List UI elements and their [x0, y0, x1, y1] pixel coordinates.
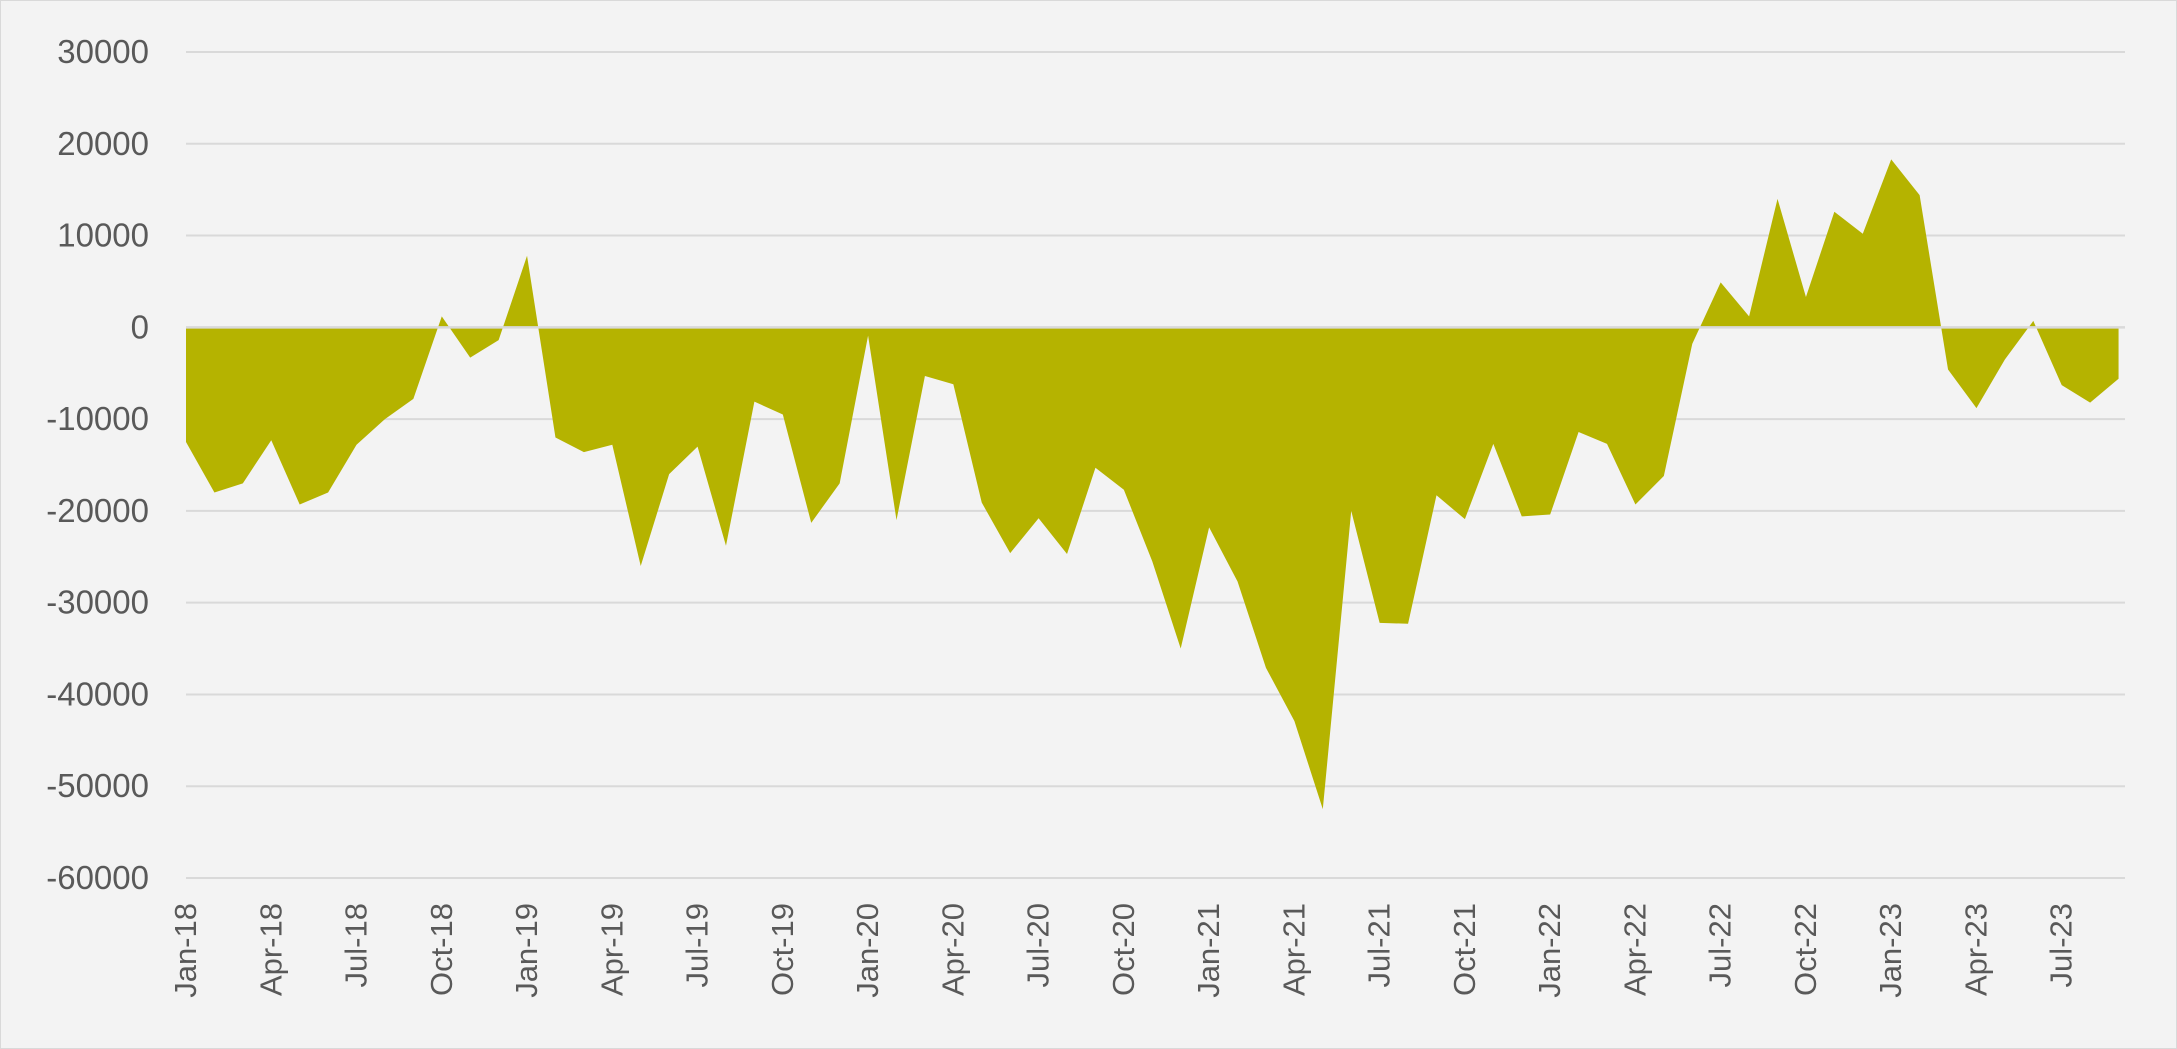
y-tick-label: -40000	[46, 675, 149, 712]
x-tick-label: Jan-22	[1532, 903, 1567, 998]
x-tick-label: Jan-20	[850, 903, 885, 998]
y-tick-label: -10000	[46, 400, 149, 437]
x-tick-label: Apr-22	[1617, 903, 1652, 996]
y-tick-label: -30000	[46, 584, 149, 621]
x-tick-label: Apr-23	[1958, 903, 1993, 996]
y-tick-label: -50000	[46, 767, 149, 804]
x-tick-label: Jul-20	[1021, 903, 1056, 987]
y-axis-ticks: 30000 20000 10000 0 -10000 -20000 -30000 -40000…	[46, 33, 149, 896]
x-tick-label: Apr-18	[253, 903, 288, 996]
x-tick-label: Apr-20	[935, 903, 970, 996]
x-tick-label: Oct-22	[1788, 903, 1823, 996]
y-tick-label: 10000	[57, 217, 149, 254]
x-tick-label: Oct-19	[765, 903, 800, 996]
x-tick-label: Jul-18	[339, 903, 374, 987]
y-tick-label: 30000	[57, 33, 149, 70]
x-tick-label: Jan-19	[509, 903, 544, 998]
area-series	[186, 159, 2119, 810]
y-tick-label: -20000	[46, 492, 149, 529]
x-tick-label: Apr-21	[1276, 903, 1311, 996]
x-tick-label: Jul-19	[680, 903, 715, 987]
x-tick-label: Oct-18	[424, 903, 459, 996]
y-tick-label: -60000	[46, 859, 149, 896]
x-axis-ticks: Jan-18 Apr-18 Jul-18 Oct-18 Jan-19 Apr-19 Jul-…	[168, 903, 2079, 998]
x-tick-label: Jan-18	[168, 903, 203, 998]
y-tick-label: 0	[131, 308, 149, 345]
x-tick-label: Jul-22	[1703, 903, 1738, 987]
area-fill	[186, 159, 2119, 810]
x-tick-label: Jul-23	[2044, 903, 2079, 987]
x-tick-label: Jul-21	[1362, 903, 1397, 987]
x-tick-label: Jan-23	[1873, 903, 1908, 998]
x-tick-label: Oct-21	[1447, 903, 1482, 996]
x-tick-label: Jan-21	[1191, 903, 1226, 998]
x-tick-label: Oct-20	[1106, 903, 1141, 996]
x-tick-label: Apr-19	[594, 903, 629, 996]
y-tick-label: 20000	[57, 125, 149, 162]
